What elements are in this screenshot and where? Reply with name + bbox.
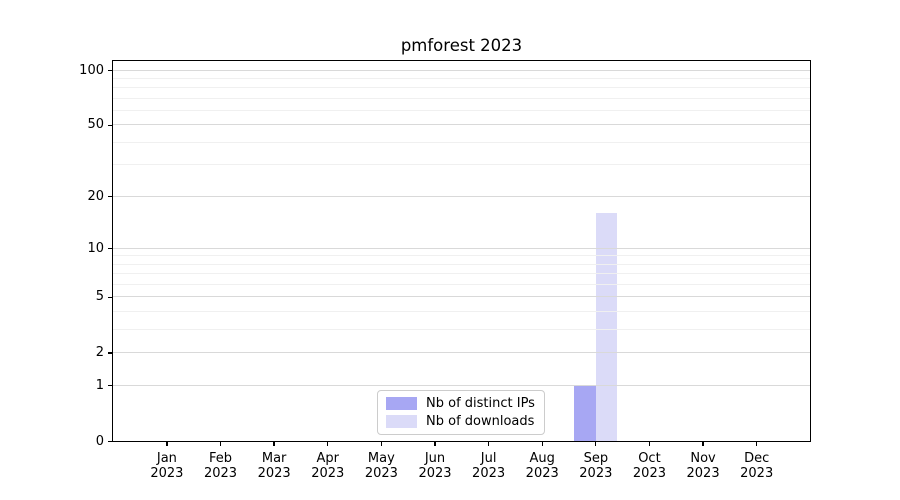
minor-gridline bbox=[113, 77, 810, 79]
legend-swatch-downloads-icon bbox=[386, 415, 417, 428]
x-tick-mark bbox=[756, 441, 758, 446]
x-tick-mark bbox=[380, 441, 383, 446]
x-tick-mark bbox=[166, 441, 168, 446]
x-tick-mark bbox=[487, 441, 490, 446]
minor-gridline bbox=[113, 164, 810, 166]
x-tick-mark bbox=[327, 441, 329, 446]
legend-item-downloads: Nb of downloads bbox=[386, 414, 535, 429]
y-tick-mark bbox=[108, 247, 113, 250]
x-tick-label: Apr 2023 bbox=[311, 451, 345, 481]
x-tick-label: Jun 2023 bbox=[418, 451, 452, 481]
y-tick-mark bbox=[108, 296, 113, 298]
minor-gridline bbox=[113, 141, 810, 143]
major-gridline bbox=[113, 296, 810, 298]
minor-gridline bbox=[113, 255, 810, 257]
y-tick-label: 1 bbox=[95, 377, 104, 393]
x-tick-label: Sep 2023 bbox=[579, 451, 613, 481]
minor-gridline bbox=[113, 329, 810, 331]
y-tick-label: 0 bbox=[95, 433, 104, 449]
legend-label-downloads: Nb of downloads bbox=[426, 414, 535, 429]
bar-distinct-ips-sep bbox=[574, 385, 596, 441]
y-tick-mark bbox=[108, 69, 113, 71]
x-tick-mark bbox=[648, 441, 651, 446]
major-gridline bbox=[113, 352, 810, 354]
chart-title: pmforest 2023 bbox=[400, 36, 523, 55]
x-tick-label: Oct 2023 bbox=[632, 451, 666, 481]
x-tick-label: Nov 2023 bbox=[686, 451, 720, 481]
x-tick-label: May 2023 bbox=[364, 451, 398, 481]
major-gridline bbox=[113, 124, 810, 126]
major-gridline bbox=[113, 195, 810, 197]
minor-gridline bbox=[113, 273, 810, 275]
x-tick-mark bbox=[541, 441, 543, 446]
y-tick-mark bbox=[108, 384, 113, 387]
y-tick-mark bbox=[108, 440, 113, 442]
minor-gridline bbox=[113, 87, 810, 89]
minor-gridline bbox=[113, 311, 810, 313]
minor-gridline bbox=[113, 263, 810, 265]
minor-gridline bbox=[113, 110, 810, 112]
x-tick-mark bbox=[702, 441, 704, 446]
major-gridline bbox=[113, 247, 810, 249]
minor-gridline bbox=[113, 284, 810, 286]
bar-downloads-sep bbox=[595, 213, 618, 441]
x-tick-label: Aug 2023 bbox=[525, 451, 559, 481]
x-tick-label: Feb 2023 bbox=[203, 451, 238, 481]
y-tick-label: 2 bbox=[95, 345, 104, 361]
x-tick-label: Dec 2023 bbox=[740, 451, 774, 481]
legend-swatch-distinct-ips-icon bbox=[386, 397, 417, 410]
major-gridline bbox=[113, 69, 810, 71]
x-tick-label: Jan 2023 bbox=[150, 451, 184, 481]
x-tick-mark bbox=[219, 441, 222, 446]
y-tick-label: 5 bbox=[95, 289, 104, 305]
y-tick-label: 20 bbox=[87, 188, 104, 204]
legend-item-distinct-ips: Nb of distinct IPs bbox=[386, 396, 535, 411]
y-tick-label: 100 bbox=[79, 62, 104, 78]
legend: Nb of distinct IPs Nb of downloads bbox=[377, 390, 545, 435]
y-tick-label: 10 bbox=[87, 240, 104, 256]
y-tick-mark bbox=[108, 124, 113, 126]
major-gridline bbox=[113, 384, 810, 386]
minor-gridline bbox=[113, 97, 810, 99]
y-tick-label: 50 bbox=[87, 117, 104, 133]
legend-label-distinct-ips: Nb of distinct IPs bbox=[426, 396, 535, 411]
x-tick-mark bbox=[595, 441, 597, 446]
plot-area bbox=[112, 60, 811, 442]
x-tick-mark bbox=[273, 441, 275, 446]
y-tick-mark bbox=[108, 352, 113, 354]
x-tick-mark bbox=[434, 441, 436, 446]
x-tick-label: Jul 2023 bbox=[472, 451, 506, 481]
y-tick-mark bbox=[108, 195, 113, 198]
x-tick-label: Mar 2023 bbox=[257, 451, 291, 481]
